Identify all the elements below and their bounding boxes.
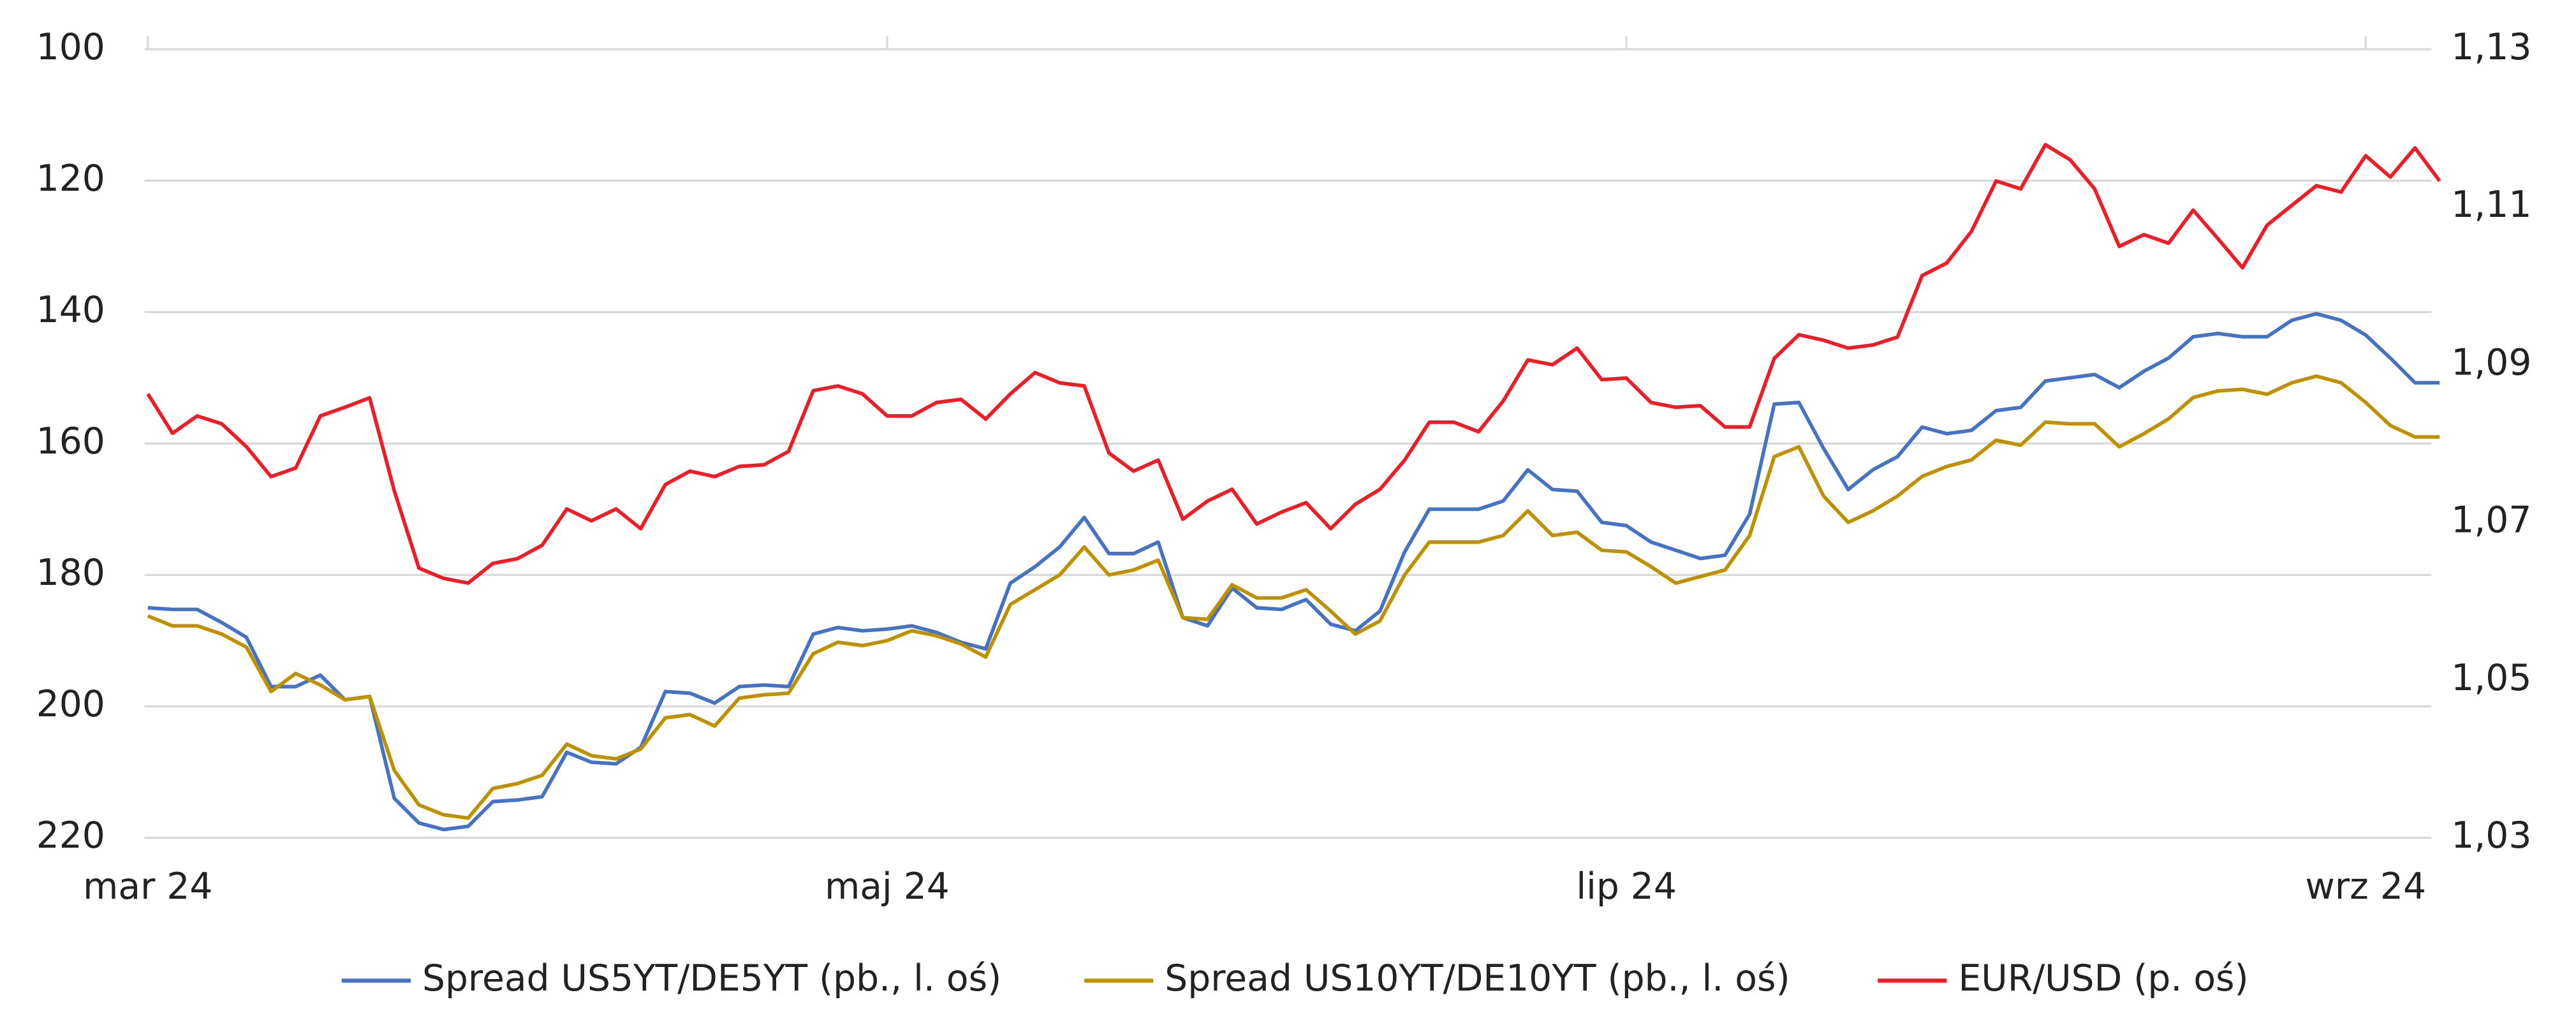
y-tick-label: 220 bbox=[36, 815, 105, 857]
series-line bbox=[147, 312, 2440, 832]
legend-label: Spread US10YT/DE10YT (pb., l. oś) bbox=[1165, 957, 1790, 999]
y2-tick-label: 1,05 bbox=[2451, 657, 2531, 699]
legend-label: Spread US5YT/DE5YT (pb., l. oś) bbox=[422, 957, 1001, 999]
y2-tick-label: 1,07 bbox=[2451, 499, 2531, 542]
x-tick-label: lip 24 bbox=[1576, 866, 1677, 908]
y-tick-label: 140 bbox=[36, 289, 105, 331]
y2-tick-label: 1,09 bbox=[2451, 341, 2531, 383]
y2-tick-label: 1,11 bbox=[2451, 184, 2531, 226]
y-tick-label: 180 bbox=[36, 552, 105, 594]
x-tick-label: maj 24 bbox=[825, 866, 950, 908]
legend-label: EUR/USD (p. oś) bbox=[1958, 957, 2248, 999]
y-tick-label: 160 bbox=[36, 420, 105, 462]
y-tick-label: 100 bbox=[36, 26, 105, 68]
series-line bbox=[147, 374, 2440, 820]
y-tick-label: 200 bbox=[36, 683, 105, 725]
y2-tick-label: 1,13 bbox=[2451, 26, 2531, 68]
y2-tick-label: 1,03 bbox=[2451, 815, 2531, 857]
x-tick-label: mar 24 bbox=[83, 866, 212, 908]
y-tick-label: 120 bbox=[36, 158, 105, 200]
x-tick-label: wrz 24 bbox=[2306, 866, 2427, 908]
series-line bbox=[146, 143, 2441, 585]
